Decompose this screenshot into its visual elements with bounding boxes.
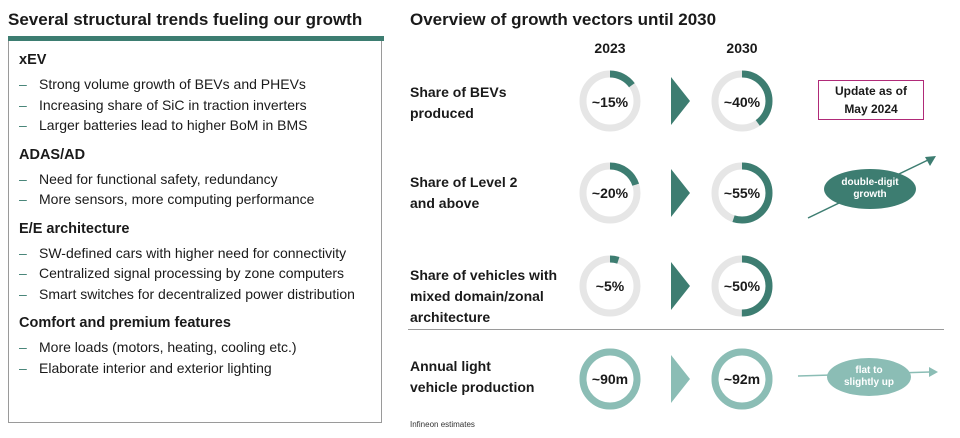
section-heading: ADAS/AD: [19, 146, 86, 163]
list-item: – Centralized signal processing by zone c…: [19, 263, 371, 284]
dash-icon: –: [19, 265, 27, 281]
donut-arc: [711, 255, 773, 317]
row-label-level2: Share of Level 2 and above: [410, 174, 518, 211]
dash-icon: –: [19, 244, 27, 261]
list-item: – More sensors, more computing performanc…: [19, 189, 371, 210]
section-heading: xEV: [19, 52, 47, 68]
dash-icon: –: [19, 359, 27, 376]
trend-section-adas: ADAS/AD – Need for functional safety, red…: [19, 147, 371, 210]
donut-label-zonal-2023: ~5%: [595, 278, 625, 294]
donut-arc: [711, 162, 773, 224]
dash-icon: –: [19, 170, 27, 187]
donut-label-production-2030: ~92m: [723, 371, 761, 387]
donut-arc: [711, 348, 773, 410]
list-item: – Need for functional safety, redundancy: [19, 169, 371, 190]
list-item: – Strong volume growth of BEVs and PHEVs: [19, 74, 371, 95]
donut-label-level2-2023: ~20%: [591, 185, 629, 201]
left-panel-title: Several structural trends fueling our gr…: [8, 10, 363, 29]
donut-label-bev-2023: ~15%: [591, 94, 629, 110]
donut-label-bev-2030: ~40%: [723, 94, 761, 110]
dash-icon: –: [19, 96, 27, 113]
section-divider: [408, 329, 944, 330]
flat-pill-label: flat to slightly up: [844, 365, 894, 388]
trend-section-comfort: Comfort and premium features – More loads…: [19, 315, 371, 378]
year-start: 2023: [594, 40, 626, 56]
trend-section-ee: E/E architecture – SW-defined cars with h…: [19, 221, 371, 305]
arrow-right-icon: [929, 367, 938, 377]
section-heading: Comfort and premium features: [19, 315, 231, 331]
list-item: – Smart switches for decentralized power …: [19, 284, 371, 305]
row-label-bev: Share of BEVs produced: [410, 84, 507, 121]
section-heading: E/E architecture: [19, 220, 130, 237]
dash-icon: –: [19, 191, 27, 207]
donut-label-production-2023: ~90m: [591, 371, 629, 387]
dash-icon: –: [19, 76, 27, 92]
dash-icon: –: [19, 339, 27, 355]
growth-pill-label: double-digit growth: [841, 177, 899, 200]
list-item: – Larger batteries lead to higher BoM in …: [19, 115, 371, 136]
list-item: – More loads (motors, heating, cooling et…: [19, 337, 371, 358]
flat-pill: [827, 358, 911, 396]
list-item: – Elaborate interior and exterior lightin…: [19, 358, 371, 379]
arrow-up-right-icon: [925, 156, 936, 166]
row-label-production: Annual light vehicle production: [410, 358, 535, 395]
year-end: 2030: [726, 40, 758, 56]
chevron-right-icon: [671, 262, 690, 310]
donut-arc: [579, 255, 641, 317]
dash-icon: –: [19, 117, 27, 133]
footnote: Infineon estimates: [410, 420, 475, 429]
row-label-zonal: Share of vehicles with mixed domain/zonal…: [410, 267, 558, 325]
chevron-right-icon: [671, 77, 690, 125]
trend-section-xev: xEV – Strong volume growth of BEVs and PH…: [19, 52, 371, 136]
title-rule: [8, 36, 384, 41]
trends-box: xEV – Strong volume growth of BEVs and PH…: [8, 41, 382, 423]
chevron-right-icon: [671, 355, 690, 403]
donut-arc: [579, 70, 641, 132]
donut-arc: [579, 162, 641, 224]
list-item: – Increasing share of SiC in traction inv…: [19, 95, 371, 116]
donut-arc: [579, 348, 641, 410]
chevron-right-icon: [671, 169, 690, 217]
donut-arc: [711, 70, 773, 132]
growth-pill: [824, 169, 916, 209]
donut-label-zonal-2030: ~50%: [723, 278, 761, 294]
right-panel-title: Overview of growth vectors until 2030: [410, 10, 717, 29]
list-item: – SW-defined cars with higher need for co…: [19, 243, 371, 264]
donut-label-level2-2030: ~55%: [723, 185, 761, 201]
update-note: Update as of May 2024: [818, 80, 924, 120]
dash-icon: –: [19, 285, 27, 302]
